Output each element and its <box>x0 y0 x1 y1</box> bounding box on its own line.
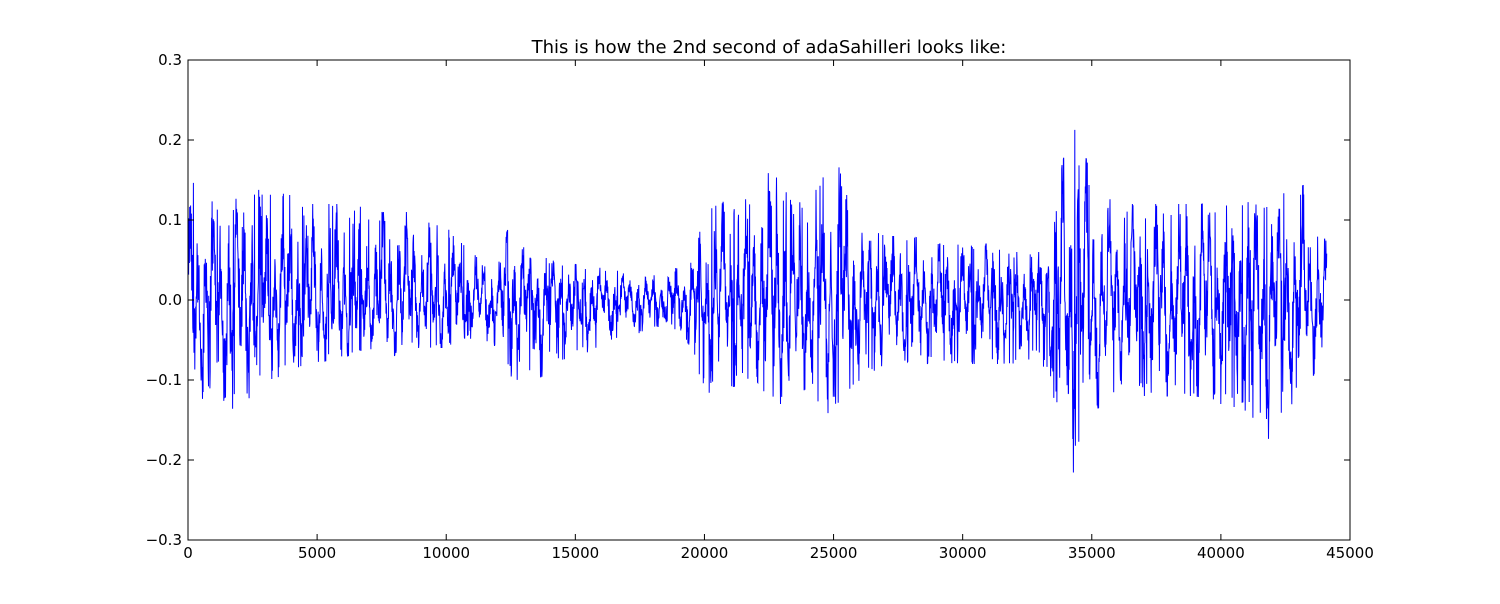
x-tick-label: 45000 <box>1326 544 1374 562</box>
x-tick-label: 10000 <box>422 544 470 562</box>
x-tick-label: 25000 <box>810 544 858 562</box>
y-axis-ticks: −0.3 −0.2 −0.1 0.0 0.1 0.2 0.3 <box>146 51 1350 549</box>
x-tick-label: 15000 <box>551 544 599 562</box>
plot-area <box>188 60 1350 540</box>
y-tick-label: 0.0 <box>158 291 182 309</box>
y-tick-label: 0.3 <box>158 51 182 69</box>
y-tick-label: −0.2 <box>146 451 182 469</box>
x-tick-label: 20000 <box>681 544 729 562</box>
y-tick-label: 0.1 <box>158 211 182 229</box>
waveform-line <box>187 129 1328 473</box>
x-tick-label: 0 <box>183 544 193 562</box>
y-tick-label: −0.1 <box>146 371 182 389</box>
x-tick-label: 30000 <box>939 544 987 562</box>
chart-title: This is how the 2nd second of adaSahille… <box>531 37 1007 58</box>
plot-frame <box>187 59 1351 541</box>
x-tick-label: 35000 <box>1068 544 1116 562</box>
y-tick-label: −0.3 <box>146 531 182 549</box>
y-tick-label: 0.2 <box>158 131 182 149</box>
x-axis-ticks: 0 5000 10000 15000 20000 25000 30000 35000 40000… <box>183 60 1374 562</box>
x-tick-label: 40000 <box>1197 544 1245 562</box>
x-tick-label: 5000 <box>298 544 336 562</box>
